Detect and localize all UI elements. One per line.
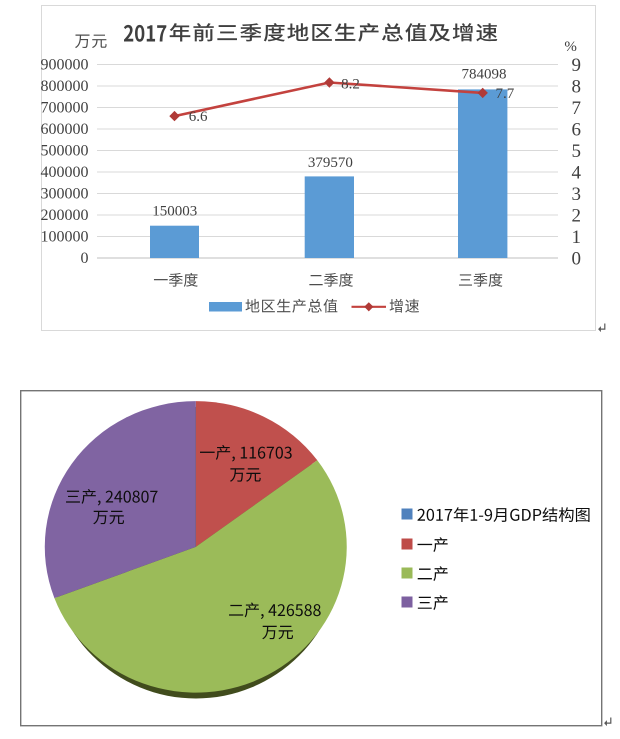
svg-text:300000: 300000: [41, 186, 89, 203]
svg-text:9: 9: [572, 55, 582, 76]
svg-text:7: 7: [572, 98, 582, 119]
svg-text:8: 8: [572, 77, 582, 98]
svg-text:600000: 600000: [41, 121, 89, 138]
svg-text:6: 6: [572, 120, 582, 141]
svg-text:5: 5: [572, 141, 582, 162]
svg-text:900000: 900000: [41, 57, 89, 74]
svg-text:400000: 400000: [41, 164, 89, 181]
svg-text:6.6: 6.6: [189, 109, 208, 125]
svg-text:700000: 700000: [41, 100, 89, 117]
svg-text:2: 2: [572, 206, 582, 227]
svg-text:%: %: [564, 39, 577, 55]
svg-text:0: 0: [572, 249, 582, 270]
svg-text:1: 1: [572, 227, 582, 248]
svg-text:7.7: 7.7: [496, 86, 515, 102]
svg-text:8.2: 8.2: [341, 76, 360, 92]
svg-text:4: 4: [572, 163, 582, 184]
svg-text:800000: 800000: [41, 78, 89, 95]
svg-text:0: 0: [81, 250, 89, 267]
svg-text:200000: 200000: [41, 207, 89, 224]
svg-text:100000: 100000: [41, 229, 89, 246]
svg-text:500000: 500000: [41, 143, 89, 160]
svg-text:784098: 784098: [462, 66, 507, 82]
svg-text:150003: 150003: [152, 204, 197, 220]
svg-text:379570: 379570: [308, 155, 353, 171]
svg-text:3: 3: [572, 184, 582, 205]
